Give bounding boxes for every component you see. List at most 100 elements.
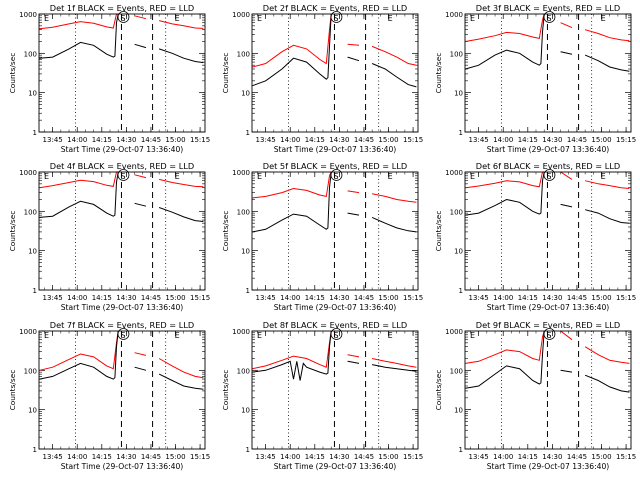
- panel-title: Det 6f BLACK = Events, RED = LLD: [476, 161, 620, 171]
- y-tick-label: 1: [459, 287, 463, 295]
- y-tick-label: 1000: [19, 328, 37, 336]
- panel-title: Det 4f BLACK = Events, RED = LLD: [50, 161, 194, 171]
- event-marker-label: S: [546, 331, 551, 340]
- x-tick-label: 14:45: [567, 136, 587, 144]
- event-marker-label: E: [175, 172, 180, 181]
- y-axis-label: Counts/sec: [8, 53, 17, 94]
- y-tick-label: 1: [459, 129, 463, 137]
- x-tick-label: 14:45: [354, 294, 374, 302]
- x-tick-label: 15:00: [165, 294, 185, 302]
- panel-title: Det 1f BLACK = Events, RED = LLD: [50, 3, 194, 13]
- panel-title: Det 7f BLACK = Events, RED = LLD: [50, 320, 194, 330]
- x-tick-label: 14:15: [305, 136, 325, 144]
- x-tick-label: 15:15: [190, 136, 210, 144]
- y-tick-label: 1000: [232, 11, 250, 19]
- x-tick-label: 13:45: [469, 136, 489, 144]
- y-axis-label: Counts/sec: [434, 211, 443, 252]
- y-tick-label: 1: [33, 129, 37, 137]
- x-tick-label: 14:00: [67, 294, 87, 302]
- x-tick-label: 14:00: [280, 136, 300, 144]
- y-tick-label: 100: [237, 50, 250, 58]
- event-marker-label: E: [388, 172, 393, 181]
- x-tick-label: 14:30: [116, 294, 136, 302]
- y-tick-label: 1000: [232, 169, 250, 177]
- x-tick-label: 14:15: [518, 294, 538, 302]
- x-tick-label: 14:15: [92, 453, 112, 461]
- x-tick-label: 14:30: [116, 453, 136, 461]
- x-tick-label: 14:30: [329, 294, 349, 302]
- event-marker-label: E: [175, 14, 180, 23]
- plot-frame: [464, 13, 632, 133]
- event-marker-label: E: [257, 172, 262, 181]
- x-tick-label: 14:15: [305, 294, 325, 302]
- x-tick-label: 13:45: [43, 453, 63, 461]
- x-tick-label: 14:45: [567, 453, 587, 461]
- x-tick-label: 14:30: [542, 136, 562, 144]
- y-axis-label: Counts/sec: [434, 370, 443, 411]
- event-marker-label: S: [333, 331, 338, 340]
- x-tick-label: 14:45: [567, 294, 587, 302]
- y-tick-label: 1: [33, 446, 37, 454]
- y-axis-label: Counts/sec: [434, 53, 443, 94]
- start-marker-circle: [117, 11, 130, 23]
- x-tick-label: 15:15: [616, 294, 636, 302]
- y-axis-label: Counts/sec: [8, 211, 17, 252]
- x-axis-label: Start Time (29-Oct-07 13:36:40): [274, 303, 397, 312]
- y-tick-label: 1000: [445, 328, 463, 336]
- y-axis-label: Counts/sec: [221, 211, 230, 252]
- x-axis-label: Start Time (29-Oct-07 13:36:40): [274, 462, 397, 471]
- series-line-black: [465, 171, 630, 224]
- x-axis-label: Start Time (29-Oct-07 13:36:40): [61, 145, 184, 154]
- start-marker-circle: [330, 11, 343, 23]
- x-tick-label: 15:15: [403, 453, 423, 461]
- series-line-red: [465, 13, 630, 42]
- x-tick-label: 13:45: [256, 294, 276, 302]
- series-line-red: [39, 13, 204, 30]
- event-marker-label: E: [388, 331, 393, 340]
- event-marker-label: E: [388, 14, 393, 23]
- y-tick-label: 10: [454, 407, 463, 415]
- plot-frame: [38, 171, 206, 291]
- x-tick-label: 14:00: [280, 294, 300, 302]
- event-marker-label: E: [601, 172, 606, 181]
- y-tick-label: 10: [454, 90, 463, 98]
- y-tick-label: 1: [246, 446, 250, 454]
- y-tick-label: 10: [241, 248, 250, 256]
- y-tick-label: 1: [246, 287, 250, 295]
- x-tick-label: 14:00: [280, 453, 300, 461]
- x-tick-label: 14:15: [92, 294, 112, 302]
- y-axis-label: Counts/sec: [8, 370, 17, 411]
- event-marker-label: E: [44, 331, 49, 340]
- event-marker-label: S: [120, 14, 125, 23]
- y-tick-label: 100: [237, 367, 250, 375]
- y-tick-label: 100: [24, 208, 37, 216]
- plot-frame: [251, 330, 419, 450]
- event-marker-label: S: [333, 14, 338, 23]
- x-tick-label: 14:30: [329, 453, 349, 461]
- plot-frame: [251, 13, 419, 133]
- x-tick-label: 14:15: [92, 136, 112, 144]
- y-tick-label: 10: [241, 407, 250, 415]
- x-tick-label: 15:15: [616, 136, 636, 144]
- x-tick-label: 13:45: [469, 453, 489, 461]
- x-tick-label: 14:00: [67, 136, 87, 144]
- series-line-black: [39, 171, 204, 222]
- panel-title: Det 9f BLACK = Events, RED = LLD: [476, 320, 620, 330]
- series-line-black: [39, 330, 204, 390]
- plot-frame: [464, 330, 632, 450]
- panel-title: Det 3f BLACK = Events, RED = LLD: [476, 3, 620, 13]
- x-tick-label: 13:45: [469, 294, 489, 302]
- start-marker-circle: [117, 328, 130, 340]
- y-tick-label: 10: [454, 248, 463, 256]
- x-tick-label: 15:00: [165, 453, 185, 461]
- x-tick-label: 15:00: [165, 136, 185, 144]
- event-marker-label: E: [44, 172, 49, 181]
- x-tick-label: 15:00: [378, 294, 398, 302]
- x-tick-label: 15:00: [378, 136, 398, 144]
- y-tick-label: 1: [33, 287, 37, 295]
- x-axis-label: Start Time (29-Oct-07 13:36:40): [487, 303, 610, 312]
- x-tick-label: 14:45: [141, 294, 161, 302]
- x-tick-label: 13:45: [43, 294, 63, 302]
- y-tick-label: 1: [459, 446, 463, 454]
